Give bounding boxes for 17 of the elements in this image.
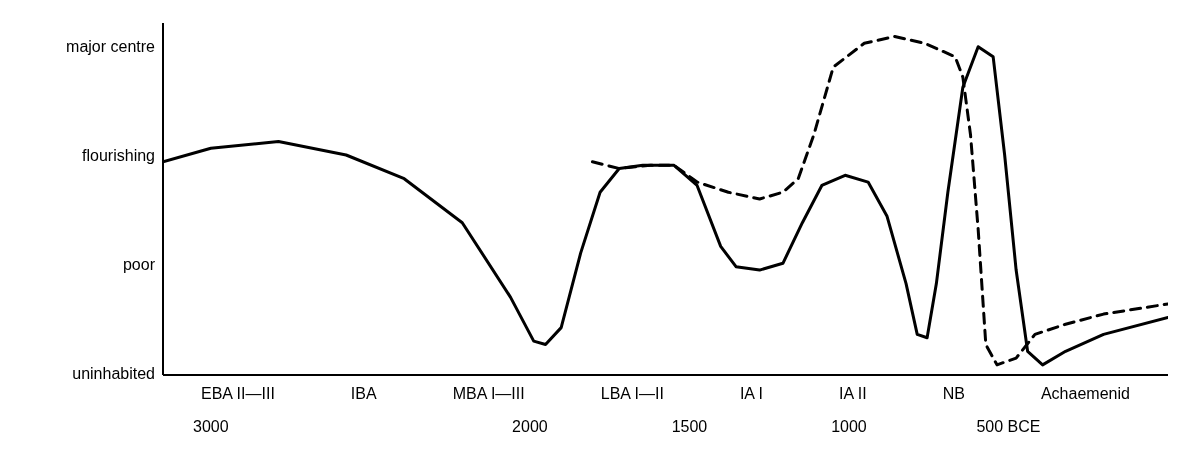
text: MBA I—III	[452, 385, 525, 403]
x-tick-label: 3000	[193, 418, 229, 436]
text: LBA I—II	[600, 385, 664, 403]
text: flourishing	[82, 146, 155, 165]
x-tick-label: 1500	[671, 418, 708, 436]
text: IBA	[350, 385, 377, 403]
text: IA II	[839, 385, 867, 403]
text: NB	[942, 385, 965, 403]
x-tick-label: 1000	[831, 418, 867, 436]
text: Achaemenid	[1040, 385, 1130, 403]
x-tick-label: 2000	[512, 418, 548, 436]
text: IA I	[739, 385, 764, 403]
text: uninhabited	[72, 365, 155, 383]
text: poor	[122, 255, 155, 274]
x-tick-label: 500 BCE	[976, 418, 1041, 436]
text: EBA II—III	[201, 385, 275, 403]
text: major centre	[66, 37, 155, 56]
